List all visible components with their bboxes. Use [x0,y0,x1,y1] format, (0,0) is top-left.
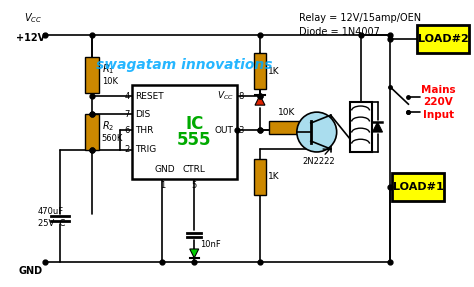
Text: GND: GND [19,265,43,276]
Text: 555: 555 [177,131,211,149]
Text: 1K: 1K [268,67,280,76]
Text: 8: 8 [238,92,244,101]
Text: THR: THR [135,125,154,135]
Text: 10nF: 10nF [200,240,221,249]
Text: +12V: +12V [16,33,46,43]
Text: Mains
220V
Input: Mains 220V Input [421,85,456,120]
Polygon shape [190,249,199,258]
Bar [85,57,99,93]
Bar [132,85,237,179]
Bar [350,102,372,152]
Text: $R_2$: $R_2$ [101,119,114,133]
Text: GND: GND [154,165,174,174]
Text: CTRL: CTRL [183,165,206,174]
Text: 7: 7 [125,110,130,119]
Text: 10K: 10K [101,77,118,86]
Text: OUT: OUT [215,125,234,135]
Text: LOAD#1: LOAD#1 [393,182,444,192]
Polygon shape [373,122,383,132]
Text: $V_{CC}$: $V_{CC}$ [217,90,234,102]
Text: 560K: 560K [101,133,123,143]
Text: swagatam innovations: swagatam innovations [96,58,273,72]
Text: $V_{CC}$: $V_{CC}$ [24,12,42,26]
Text: 10K: 10K [278,108,296,117]
Text: IC: IC [185,115,203,133]
Text: DIS: DIS [135,110,150,119]
Text: 470uF: 470uF [38,207,64,216]
Text: RESET: RESET [135,92,164,101]
Text: Relay = 12V/15amp/OEN
Diode = 1N4007: Relay = 12V/15amp/OEN Diode = 1N4007 [299,13,421,36]
Bar [254,53,266,89]
Bar [392,173,444,201]
Text: $R_1$: $R_1$ [101,62,114,76]
Text: 2N2222: 2N2222 [302,157,335,166]
Bar [85,114,99,150]
Text: 6: 6 [125,125,130,135]
Bar [269,121,305,133]
Text: LOAD#2: LOAD#2 [418,34,469,44]
Text: 3: 3 [238,125,244,135]
Circle shape [297,112,337,152]
Text: 1K: 1K [268,172,280,181]
Text: TRIG: TRIG [135,146,156,154]
Polygon shape [255,95,265,105]
Bar [417,26,469,53]
Text: 25V  C: 25V C [38,219,65,228]
Text: 5: 5 [191,181,197,190]
Text: 4: 4 [125,92,130,101]
Bar [254,159,266,195]
Text: 1: 1 [160,181,165,190]
Text: 2: 2 [125,146,130,154]
